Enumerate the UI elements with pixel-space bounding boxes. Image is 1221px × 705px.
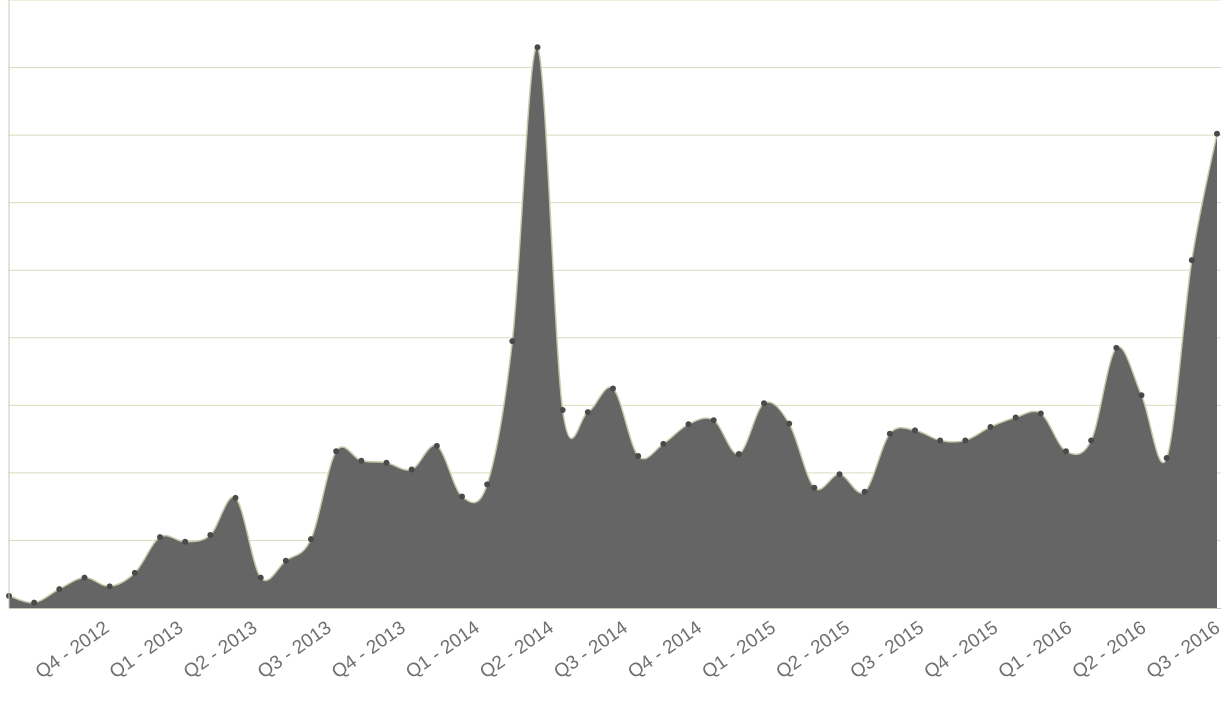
x-tick-label: Q2 - 2015 (773, 617, 854, 683)
data-point[interactable] (207, 532, 214, 539)
data-point[interactable] (786, 420, 793, 427)
data-point[interactable] (408, 466, 415, 473)
data-point[interactable] (1113, 344, 1120, 351)
x-tick-label: Q2 - 2016 (1069, 617, 1150, 683)
data-point[interactable] (282, 557, 289, 564)
x-tick-label: Q3 - 2016 (1143, 617, 1221, 683)
data-point[interactable] (534, 44, 541, 51)
data-point[interactable] (182, 538, 189, 545)
data-point[interactable] (584, 409, 591, 416)
data-point[interactable] (1214, 130, 1220, 137)
x-tick-label: Q4 - 2014 (624, 617, 706, 683)
data-point[interactable] (131, 569, 138, 576)
data-point[interactable] (1063, 448, 1069, 455)
axes (8, 0, 1221, 609)
data-point[interactable] (232, 494, 239, 501)
x-tick-label: Q4 - 2012 (32, 617, 113, 683)
x-tick-label: Q1 - 2013 (106, 617, 187, 683)
data-point[interactable] (886, 430, 893, 437)
data-point[interactable] (912, 427, 918, 434)
data-point[interactable] (484, 481, 491, 488)
data-point[interactable] (635, 453, 642, 459)
x-tick-label: Q3 - 2015 (847, 617, 928, 683)
data-point[interactable] (559, 407, 566, 414)
data-point[interactable] (987, 423, 994, 430)
x-tick-label: Q3 - 2013 (254, 617, 335, 683)
x-tick-label: Q1 - 2016 (995, 617, 1076, 683)
data-point[interactable] (1163, 455, 1170, 462)
data-point[interactable] (106, 583, 113, 590)
series-area-fill (9, 46, 1217, 608)
data-point[interactable] (861, 488, 868, 495)
data-point[interactable] (358, 457, 365, 464)
data-point[interactable] (660, 440, 667, 447)
data-point[interactable] (610, 385, 616, 392)
data-point[interactable] (433, 442, 440, 449)
data-point[interactable] (1012, 414, 1019, 421)
data-point[interactable] (459, 493, 465, 500)
x-tick-label: Q1 - 2014 (402, 617, 484, 683)
data-point[interactable] (383, 459, 390, 466)
data-point[interactable] (333, 448, 340, 455)
data-point[interactable] (811, 484, 818, 491)
x-tick-label: Q4 - 2013 (328, 617, 409, 683)
data-point[interactable] (1088, 437, 1095, 444)
series-area (8, 46, 1218, 608)
x-tick-label: Q2 - 2014 (476, 617, 558, 683)
data-points (6, 44, 1220, 606)
data-point[interactable] (735, 450, 742, 457)
data-point[interactable] (1188, 257, 1195, 264)
data-point[interactable] (56, 586, 63, 593)
x-tick-label: Q1 - 2015 (699, 617, 780, 683)
data-point[interactable] (31, 599, 38, 606)
data-point[interactable] (308, 536, 314, 543)
data-point[interactable] (1138, 392, 1145, 399)
data-point[interactable] (937, 437, 944, 444)
data-point[interactable] (761, 400, 767, 407)
x-tick-label: Q2 - 2013 (180, 617, 261, 683)
data-point[interactable] (257, 574, 264, 581)
x-tick-label: Q3 - 2014 (550, 617, 632, 683)
data-point[interactable] (1037, 410, 1044, 417)
data-point[interactable] (685, 421, 692, 428)
data-point[interactable] (157, 534, 163, 541)
data-point[interactable] (81, 574, 88, 581)
data-point[interactable] (710, 417, 717, 424)
data-point[interactable] (836, 471, 843, 478)
data-point[interactable] (962, 437, 969, 444)
x-tick-label: Q4 - 2015 (921, 617, 1002, 683)
data-point[interactable] (509, 338, 516, 345)
